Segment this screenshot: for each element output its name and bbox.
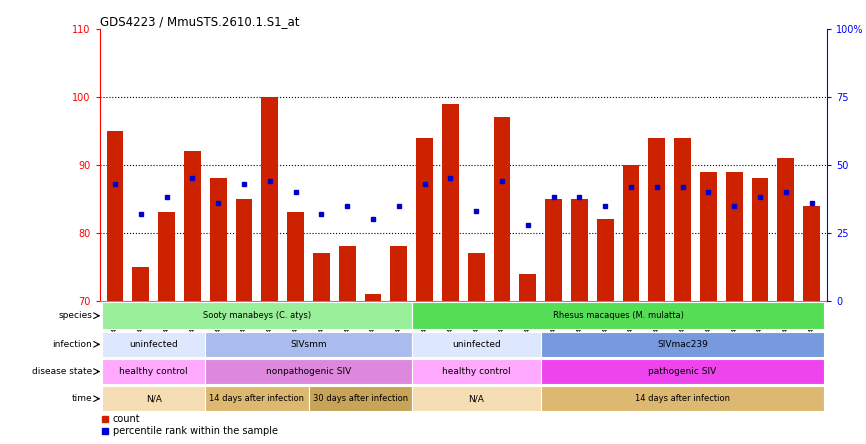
- Bar: [675, 138, 691, 301]
- Bar: [540, 359, 824, 384]
- Text: GDS4223 / MmuSTS.2610.1.S1_at: GDS4223 / MmuSTS.2610.1.S1_at: [100, 15, 299, 28]
- Bar: [102, 359, 205, 384]
- Bar: [546, 199, 562, 301]
- Bar: [417, 138, 433, 301]
- Bar: [540, 332, 824, 357]
- Text: pathogenic SIV: pathogenic SIV: [649, 367, 717, 376]
- Bar: [778, 158, 794, 301]
- Bar: [288, 212, 304, 301]
- Text: 14 days after infection: 14 days after infection: [635, 394, 730, 403]
- Bar: [468, 253, 485, 301]
- Text: N/A: N/A: [469, 394, 484, 403]
- Bar: [102, 332, 205, 357]
- Bar: [236, 199, 252, 301]
- Text: Rhesus macaques (M. mulatta): Rhesus macaques (M. mulatta): [553, 311, 683, 320]
- Bar: [132, 267, 149, 301]
- Bar: [262, 97, 278, 301]
- Bar: [102, 386, 205, 411]
- Bar: [205, 332, 411, 357]
- Text: infection: infection: [53, 340, 93, 349]
- Text: percentile rank within the sample: percentile rank within the sample: [113, 426, 278, 436]
- Text: SIVmac239: SIVmac239: [657, 340, 708, 349]
- Bar: [411, 386, 540, 411]
- Bar: [339, 246, 356, 301]
- Bar: [205, 386, 308, 411]
- Bar: [102, 302, 411, 329]
- Bar: [107, 131, 124, 301]
- Text: time: time: [72, 394, 93, 403]
- Text: 14 days after infection: 14 days after infection: [210, 394, 305, 403]
- Bar: [210, 178, 227, 301]
- Bar: [597, 219, 614, 301]
- Text: 30 days after infection: 30 days after infection: [313, 394, 408, 403]
- Bar: [540, 386, 824, 411]
- Bar: [411, 302, 824, 329]
- Bar: [623, 165, 639, 301]
- Bar: [365, 294, 381, 301]
- Bar: [442, 103, 459, 301]
- Bar: [649, 138, 665, 301]
- Text: uninfected: uninfected: [452, 340, 501, 349]
- Text: healthy control: healthy control: [120, 367, 188, 376]
- Bar: [308, 386, 411, 411]
- Bar: [726, 171, 742, 301]
- Text: count: count: [113, 413, 140, 424]
- Bar: [411, 332, 540, 357]
- Text: species: species: [58, 311, 93, 320]
- Bar: [391, 246, 407, 301]
- Bar: [184, 151, 201, 301]
- Text: healthy control: healthy control: [442, 367, 511, 376]
- Bar: [571, 199, 588, 301]
- Bar: [520, 274, 536, 301]
- Text: disease state: disease state: [32, 367, 93, 376]
- Text: nonpathogenic SIV: nonpathogenic SIV: [266, 367, 351, 376]
- Text: Sooty manabeys (C. atys): Sooty manabeys (C. atys): [203, 311, 311, 320]
- Bar: [494, 117, 510, 301]
- Text: N/A: N/A: [145, 394, 162, 403]
- Bar: [158, 212, 175, 301]
- Bar: [752, 178, 768, 301]
- Bar: [205, 359, 411, 384]
- Text: SIVsmm: SIVsmm: [290, 340, 326, 349]
- Bar: [411, 359, 540, 384]
- Bar: [700, 171, 717, 301]
- Bar: [313, 253, 330, 301]
- Bar: [803, 206, 820, 301]
- Text: uninfected: uninfected: [129, 340, 178, 349]
